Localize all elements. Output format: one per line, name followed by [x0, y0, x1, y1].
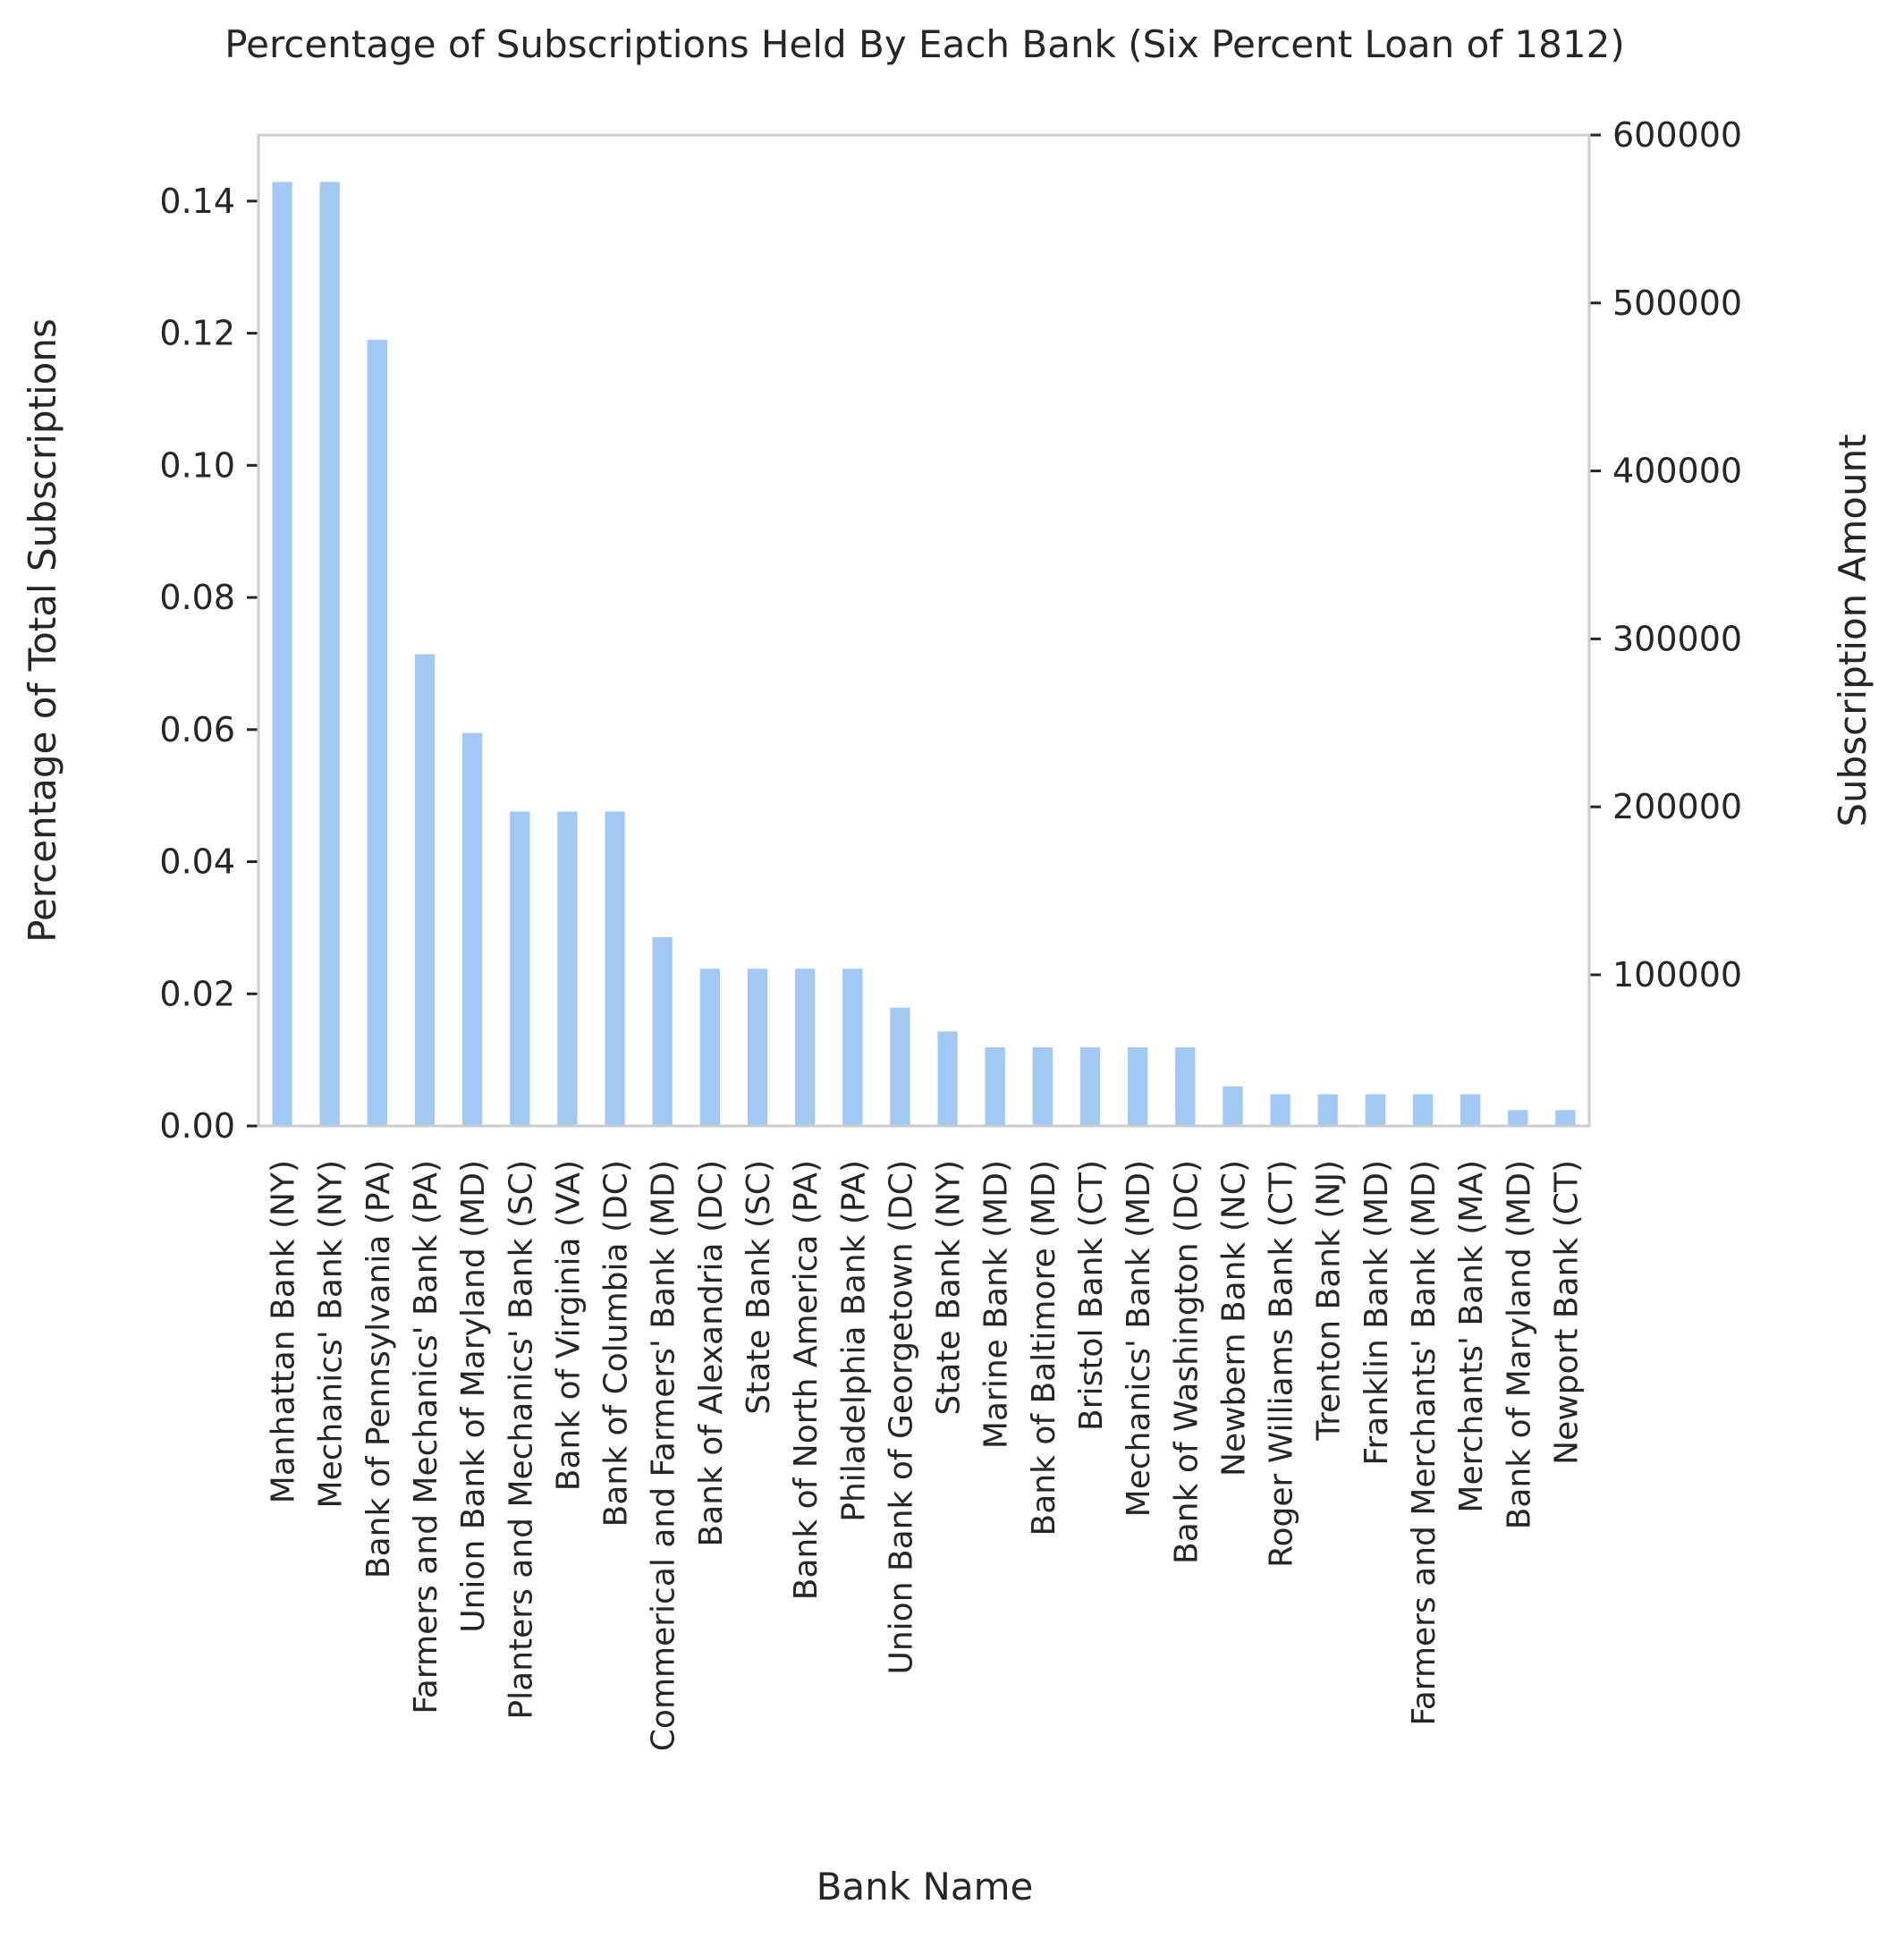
x-tick-label: Bank of Washington (DC): [1168, 1160, 1205, 1564]
bar: [937, 1031, 958, 1126]
x-tick-label: Roger Williams Bank (CT): [1264, 1160, 1300, 1568]
bar: [1127, 1047, 1148, 1126]
bar: [1460, 1094, 1481, 1126]
bar: [1412, 1094, 1434, 1126]
x-tick-label: Bristol Bank (CT): [1073, 1160, 1110, 1431]
x-tick-label: State Bank (NY): [931, 1160, 968, 1416]
y-tick-label: 0.08: [159, 578, 235, 617]
bar: [1175, 1047, 1196, 1126]
x-tick-label: Farmers and Mechanics' Bank (PA): [408, 1160, 444, 1714]
bar: [367, 339, 388, 1126]
x-tick-label: Mechanics' Bank (NY): [313, 1160, 350, 1508]
bar: [1223, 1086, 1243, 1126]
y2-axis-label: Subscription Amount: [1831, 434, 1874, 826]
x-tick-label: Newport Bank (CT): [1548, 1160, 1585, 1465]
bar: [605, 811, 625, 1126]
x-tick-label: Planters and Mechanics' Bank (SC): [503, 1160, 539, 1720]
bar: [1365, 1094, 1386, 1126]
bar: [747, 969, 768, 1126]
y-tick-label: 0.14: [159, 182, 235, 221]
x-tick-label: Bank of Virginia (VA): [550, 1160, 587, 1491]
x-tick-label: Manhattan Bank (NY): [266, 1160, 302, 1503]
bar: [985, 1047, 1005, 1126]
bar: [890, 1007, 910, 1126]
y2-tick-label: 100000: [1612, 955, 1742, 994]
bar: [1032, 1047, 1054, 1126]
y2-tick-label: 500000: [1612, 284, 1742, 323]
bar: [1317, 1094, 1338, 1126]
y-tick-label: 0.06: [159, 710, 235, 749]
y-tick-label: 0.04: [159, 842, 235, 882]
x-tick-label: Bank of North America (PA): [788, 1160, 825, 1600]
x-tick-label: Bank of Columbia (DC): [598, 1160, 635, 1527]
x-tick-label: State Bank (SC): [740, 1160, 777, 1415]
x-tick-label: Commerical and Farmers' Bank (MD): [646, 1160, 682, 1751]
x-tick-label: Union Bank of Maryland (MD): [455, 1160, 492, 1633]
x-tick-label: Bank of Alexandria (DC): [693, 1160, 730, 1546]
x-tick-label: Bank of Pennsylvania (PA): [360, 1160, 397, 1578]
y2-tick-label: 600000: [1612, 115, 1742, 155]
x-tick-label: Bank of Baltimore (MD): [1026, 1160, 1062, 1536]
x-tick-label: Trenton Bank (NJ): [1311, 1160, 1348, 1442]
bar: [510, 811, 530, 1126]
x-tick-label: Merchants' Bank (MA): [1453, 1160, 1490, 1513]
y-tick-label: 0.10: [159, 445, 235, 485]
bar: [1555, 1110, 1576, 1126]
x-tick-label: Franklin Bank (MD): [1358, 1160, 1395, 1466]
bar: [652, 936, 673, 1126]
bar: [842, 969, 863, 1126]
bar: [1079, 1047, 1101, 1126]
bar: [699, 969, 721, 1126]
bar: [272, 182, 292, 1127]
bar: [794, 969, 816, 1126]
x-axis-label: Bank Name: [817, 1865, 1034, 1908]
y-axis-label: Percentage of Total Subscriptions: [21, 318, 64, 943]
y2-tick-label: 400000: [1612, 452, 1742, 491]
bar: [319, 182, 340, 1127]
y2-tick-label: 300000: [1612, 619, 1742, 658]
chart-title: Percentage of Subscriptions Held By Each…: [224, 22, 1624, 66]
y-axis-left: 0.00 0.02 0.04 0.06 0.08 0.10 0.12 0.14: [159, 182, 258, 1146]
y-axis-right: 100000 200000 300000 400000 500000 600000: [1589, 115, 1742, 994]
bar: [414, 654, 436, 1126]
x-tick-label: Marine Bank (MD): [978, 1160, 1015, 1449]
bar: [1508, 1110, 1528, 1126]
x-tick-label: Union Bank of Georgetown (DC): [883, 1160, 919, 1675]
x-axis: Manhattan Bank (NY) Mechanics' Bank (NY) B…: [266, 1160, 1586, 1751]
x-tick-label: Philadelphia Bank (PA): [835, 1160, 872, 1522]
y-tick-label: 0.00: [159, 1106, 235, 1146]
x-tick-label: Farmers and Merchants' Bank (MD): [1406, 1160, 1443, 1726]
y2-tick-label: 200000: [1612, 787, 1742, 826]
y-tick-label: 0.02: [159, 974, 235, 1013]
x-tick-label: Newbern Bank (NC): [1215, 1160, 1252, 1477]
bar: [461, 732, 483, 1126]
plot-frame: [257, 133, 1591, 1128]
x-tick-label: Bank of Maryland (MD): [1501, 1160, 1537, 1529]
x-tick-label: Mechanics' Bank (MD): [1121, 1160, 1157, 1517]
bar: [1270, 1094, 1290, 1126]
bar: [557, 811, 578, 1126]
bars-group: [272, 182, 1576, 1127]
y-tick-label: 0.12: [159, 314, 235, 353]
